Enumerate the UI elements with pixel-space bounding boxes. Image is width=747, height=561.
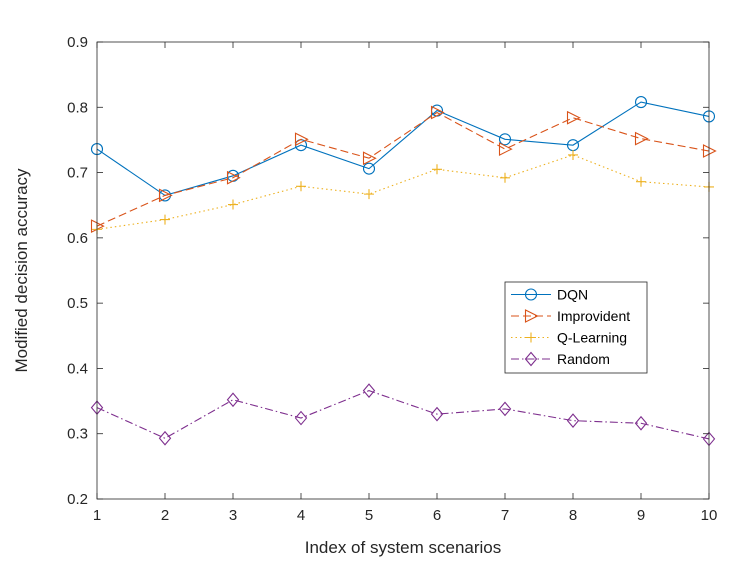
data-point-improvident-7 [498,142,513,156]
x-tick-label: 6 [433,507,441,524]
data-point-improvident-2 [158,188,173,203]
data-point-improvident-10 [702,144,717,158]
y-tick-label: 0.3 [67,426,88,443]
series-line-random [96,390,710,440]
x-tick-label: 7 [501,507,509,524]
legend-label-q-learning: Q-Learning [557,330,627,346]
data-point-q-learning-7 [500,172,510,183]
y-tick-label: 0.7 [67,165,88,182]
y-tick-label: 0.8 [67,99,88,116]
y-axis-label: Modified decision accuracy [12,168,31,373]
y-tick-label: 0.4 [67,360,88,377]
legend-item-q-learning: Q-Learning [511,330,627,346]
data-point-q-learning-9 [636,176,646,187]
x-tick-label: 1 [93,507,101,524]
data-point-q-learning-8 [568,149,578,160]
data-point-q-learning-3 [228,199,238,210]
data-point-improvident-4 [294,132,309,147]
data-point-improvident-6 [430,105,445,120]
data-point-random-2 [158,430,172,446]
series-random [90,383,716,447]
y-tick-label: 0.9 [67,34,88,51]
data-point-q-learning-2 [160,214,170,225]
series-improvident [90,105,717,233]
legend-label-improvident: Improvident [557,308,630,324]
data-point-dqn-9 [634,96,648,109]
x-tick-label: 8 [569,507,577,524]
data-point-dqn-5 [362,162,376,175]
data-point-random-9 [634,415,648,431]
series-layer [90,96,717,447]
legend-label-dqn: DQN [557,287,588,303]
series-line-q-learning [96,154,710,230]
legend-marker-random [524,351,538,367]
x-tick-label: 9 [637,507,645,524]
data-point-dqn-7 [498,133,512,146]
series-line-improvident [96,111,710,227]
legend-marker-q-learning [526,332,536,343]
x-tick-label: 3 [229,507,237,524]
data-point-random-3 [226,392,240,408]
x-tick-label: 4 [297,507,305,524]
legend-marker-dqn [524,288,538,301]
series-line-dqn [96,101,710,197]
data-point-random-4 [294,410,308,426]
legend-item-improvident: Improvident [511,308,630,324]
legend: DQN Improvident Q-Learning Random [504,281,648,374]
data-point-improvident-3 [226,170,241,185]
legend-label-random: Random [557,351,610,367]
x-axis-label: Index of system scenarios [305,538,502,557]
y-tick-label: 0.2 [67,491,88,508]
data-point-random-5 [362,383,376,398]
plot-frame [96,41,710,500]
data-point-improvident-8 [566,110,581,125]
legend-item-dqn: DQN [511,287,588,303]
data-point-improvident-9 [634,131,649,146]
data-point-q-learning-4 [296,181,306,192]
data-point-random-6 [430,406,444,422]
y-tick-label: 0.5 [67,295,88,312]
plot-area [97,42,709,499]
legend-item-random: Random [511,351,610,367]
legend-box [504,281,648,374]
data-point-random-8 [566,413,580,429]
legend-marker-improvident [524,309,539,323]
x-tick-label: 10 [701,507,718,524]
ticks-layer: 1 2 3 4 5 6 7 8 9 10 0.2 0.3 0.4 0.5 0.6 0.7 0.8 0.9 [67,34,717,524]
data-point-q-learning-6 [432,164,442,175]
data-point-q-learning-5 [364,189,374,200]
data-point-improvident-5 [362,151,377,166]
x-tick-label: 5 [365,507,373,524]
y-tick-label: 0.6 [67,230,88,247]
x-tick-label: 2 [161,507,169,524]
data-point-random-7 [498,401,512,417]
